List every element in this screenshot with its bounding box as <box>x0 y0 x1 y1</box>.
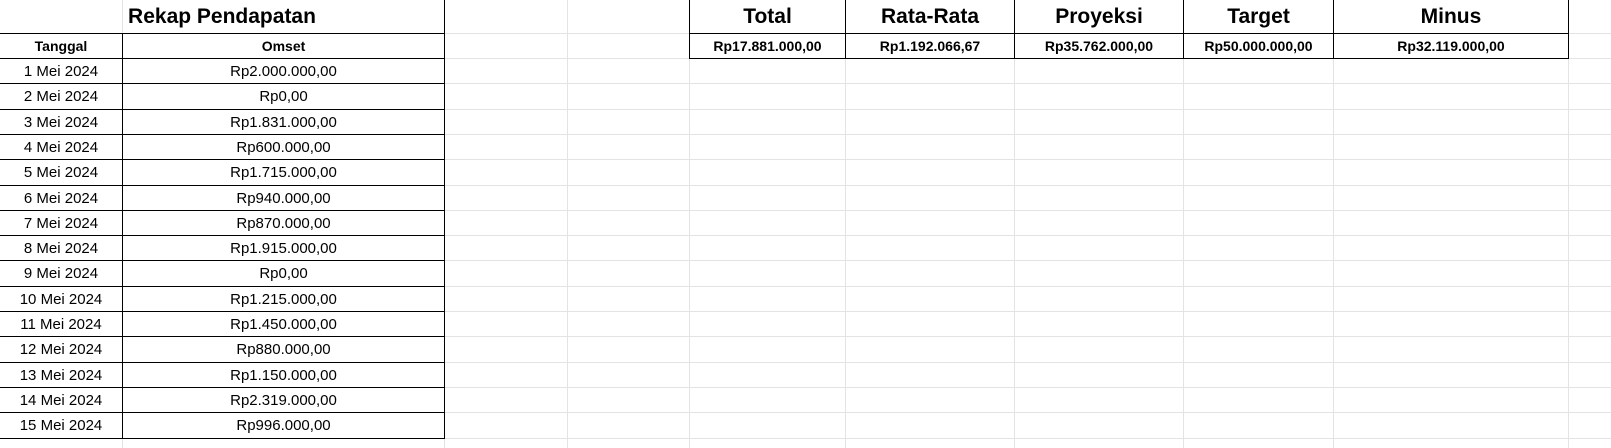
summary-value-minus[interactable]: Rp32.119.000,00 <box>1333 33 1569 59</box>
gridline-vertical <box>1183 0 1184 448</box>
table-cell-date[interactable]: 1 Mei 2024 <box>0 58 123 84</box>
table-cell-omset[interactable]: Rp2.000.000,00 <box>122 58 445 84</box>
table-cell-omset[interactable]: Rp996.000,00 <box>122 412 445 439</box>
summary-header-total[interactable]: Total <box>689 0 846 34</box>
summary-value-target[interactable]: Rp50.000.000,00 <box>1183 33 1334 59</box>
gridline-horizontal <box>0 438 1611 439</box>
summary-header-minus[interactable]: Minus <box>1333 0 1569 34</box>
gridline-vertical <box>689 0 690 448</box>
summary-header-proyeksi[interactable]: Proyeksi <box>1014 0 1184 34</box>
table-cell-date[interactable]: 5 Mei 2024 <box>0 159 123 186</box>
gridline-horizontal <box>0 362 1611 363</box>
gridline-vertical <box>1333 0 1334 448</box>
table-cell-date[interactable]: 14 Mei 2024 <box>0 387 123 413</box>
column-header-omset[interactable]: Omset <box>122 33 445 59</box>
gridline-horizontal <box>0 311 1611 312</box>
table-cell-omset[interactable]: Rp1.150.000,00 <box>122 362 445 388</box>
table-cell-omset[interactable]: Rp0,00 <box>122 83 445 110</box>
gridline-horizontal <box>0 412 1611 413</box>
table-cell-date[interactable]: 7 Mei 2024 <box>0 210 123 236</box>
gridline-horizontal <box>0 134 1611 135</box>
table-cell-omset[interactable]: Rp1.215.000,00 <box>122 286 445 312</box>
gridline-horizontal <box>0 210 1611 211</box>
gridline-horizontal <box>0 159 1611 160</box>
table-cell-omset[interactable]: Rp1.915.000,00 <box>122 235 445 261</box>
table-cell-omset[interactable]: Rp0,00 <box>122 260 445 287</box>
table-cell-date[interactable]: 2 Mei 2024 <box>0 83 123 110</box>
gridline-horizontal <box>0 83 1611 84</box>
gridline-vertical <box>1568 0 1569 448</box>
table-cell-date[interactable]: 12 Mei 2024 <box>0 336 123 363</box>
table-cell-omset[interactable]: Rp940.000,00 <box>122 185 445 211</box>
gridline-horizontal <box>0 185 1611 186</box>
gridline-vertical <box>1014 0 1015 448</box>
left-table-title[interactable]: Rekap Pendapatan <box>0 0 445 34</box>
gridline-vertical <box>567 0 568 448</box>
summary-value-rata-rata[interactable]: Rp1.192.066,67 <box>845 33 1015 59</box>
summary-value-total[interactable]: Rp17.881.000,00 <box>689 33 846 59</box>
column-header-tanggal[interactable]: Tanggal <box>0 33 123 59</box>
table-cell-omset[interactable]: Rp1.450.000,00 <box>122 311 445 337</box>
summary-header-rata-rata[interactable]: Rata-Rata <box>845 0 1015 34</box>
gridline-horizontal <box>0 109 1611 110</box>
summary-header-target[interactable]: Target <box>1183 0 1334 34</box>
gridline-vertical <box>845 0 846 448</box>
table-cell-omset[interactable]: Rp880.000,00 <box>122 336 445 363</box>
table-cell-date[interactable]: 15 Mei 2024 <box>0 412 123 439</box>
table-cell-omset[interactable]: Rp600.000,00 <box>122 134 445 160</box>
table-cell-date[interactable]: 4 Mei 2024 <box>0 134 123 160</box>
table-cell-omset[interactable]: Rp1.831.000,00 <box>122 109 445 135</box>
gridline-horizontal <box>0 336 1611 337</box>
table-cell-date[interactable]: 9 Mei 2024 <box>0 260 123 287</box>
gridline-horizontal <box>0 286 1611 287</box>
table-cell-date[interactable]: 10 Mei 2024 <box>0 286 123 312</box>
table-cell-omset[interactable]: Rp870.000,00 <box>122 210 445 236</box>
table-cell-date[interactable]: 3 Mei 2024 <box>0 109 123 135</box>
gridline-horizontal <box>0 387 1611 388</box>
table-cell-date[interactable]: 6 Mei 2024 <box>0 185 123 211</box>
table-cell-omset[interactable]: Rp1.715.000,00 <box>122 159 445 186</box>
table-cell-omset[interactable]: Rp2.319.000,00 <box>122 387 445 413</box>
table-cell-date[interactable]: 11 Mei 2024 <box>0 311 123 337</box>
summary-value-proyeksi[interactable]: Rp35.762.000,00 <box>1014 33 1184 59</box>
gridline-horizontal <box>0 235 1611 236</box>
table-cell-date[interactable]: 13 Mei 2024 <box>0 362 123 388</box>
gridline-horizontal <box>0 260 1611 261</box>
table-cell-date[interactable]: 8 Mei 2024 <box>0 235 123 261</box>
